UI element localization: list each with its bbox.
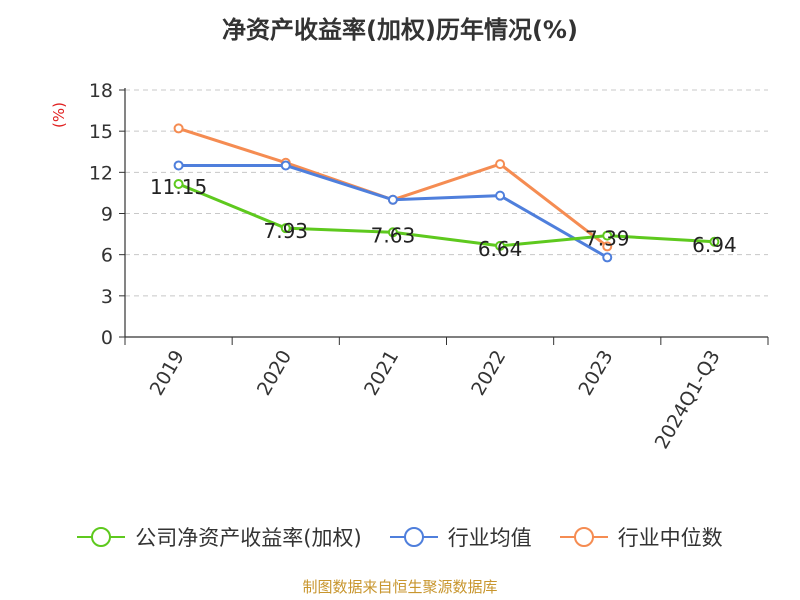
data-point-company bbox=[387, 227, 398, 238]
chart-title: 净资产收益率(加权)历年情况(%) bbox=[222, 16, 578, 44]
series-line-company bbox=[178, 182, 715, 248]
legend-item-company[interactable]: 公司净资产收益率(加权) bbox=[77, 522, 362, 552]
data-source-note: 制图数据来自恒生聚源数据库 bbox=[302, 578, 498, 596]
y-tick-label: 12 bbox=[89, 162, 113, 184]
data-point-company bbox=[709, 236, 720, 247]
data-label-company: 7.39 bbox=[585, 227, 630, 251]
data-point-industry_avg bbox=[280, 160, 291, 171]
grid-lines bbox=[125, 89, 768, 297]
y-tick-label: 3 bbox=[101, 286, 113, 308]
data-point-industry_median bbox=[495, 159, 506, 170]
data-label-company: 6.94 bbox=[692, 233, 737, 257]
data-label-company: 6.64 bbox=[478, 237, 523, 261]
data-point-industry_avg bbox=[495, 190, 506, 201]
legend-item-industry-median[interactable]: 行业中位数 bbox=[559, 522, 723, 552]
legend-company-line-icon bbox=[77, 527, 126, 547]
legend-label-industry-avg: 行业均值 bbox=[447, 526, 532, 550]
legend: 公司净资产收益率(加权) 行业均值 行业中位数 bbox=[0, 520, 800, 554]
legend-label-industry-median: 行业中位数 bbox=[617, 526, 723, 550]
x-tick-label: 2021 bbox=[360, 347, 403, 400]
legend-item-industry-avg[interactable]: 行业均值 bbox=[389, 522, 532, 552]
data-point-industry_median bbox=[602, 241, 613, 252]
data-labels: 11.15 7.93 7.63 6.64 7.39 6.94 bbox=[150, 175, 737, 261]
legend-label-company: 公司净资产收益率(加权) bbox=[135, 526, 362, 550]
x-tick-label: 2019 bbox=[146, 347, 189, 400]
data-label-company: 7.63 bbox=[371, 223, 416, 247]
legend-industry-avg-line-icon bbox=[389, 527, 438, 547]
x-tick-label: 2020 bbox=[253, 347, 296, 400]
data-point-industry_median bbox=[173, 123, 184, 134]
data-point-company bbox=[602, 230, 613, 241]
x-tick-label: 2022 bbox=[467, 347, 510, 400]
data-label-company: 11.15 bbox=[150, 175, 207, 199]
data-point-company bbox=[173, 178, 184, 189]
y-tick-label: 0 bbox=[101, 327, 113, 349]
data-point-company bbox=[280, 223, 291, 234]
y-tick-label: 9 bbox=[101, 204, 113, 226]
y-tick-label: 6 bbox=[101, 245, 113, 267]
y-tick-label: 18 bbox=[89, 80, 113, 102]
series-lines bbox=[173, 123, 720, 263]
data-label-company: 7.93 bbox=[263, 219, 308, 243]
data-point-industry_avg bbox=[387, 194, 398, 205]
axes: 0 3 6 9 12 15 18 2019 2020 2021 2022 2023 2024Q1-Q3 bbox=[89, 80, 769, 453]
y-tick-label: 15 bbox=[89, 121, 113, 143]
data-point-industry_avg bbox=[173, 160, 184, 171]
x-tick-label: 2023 bbox=[574, 347, 617, 400]
x-tick-label: 2024Q1-Q3 bbox=[651, 347, 725, 453]
data-point-industry_avg bbox=[602, 252, 613, 263]
legend-industry-median-line-icon bbox=[559, 527, 608, 547]
data-point-company bbox=[495, 240, 506, 251]
